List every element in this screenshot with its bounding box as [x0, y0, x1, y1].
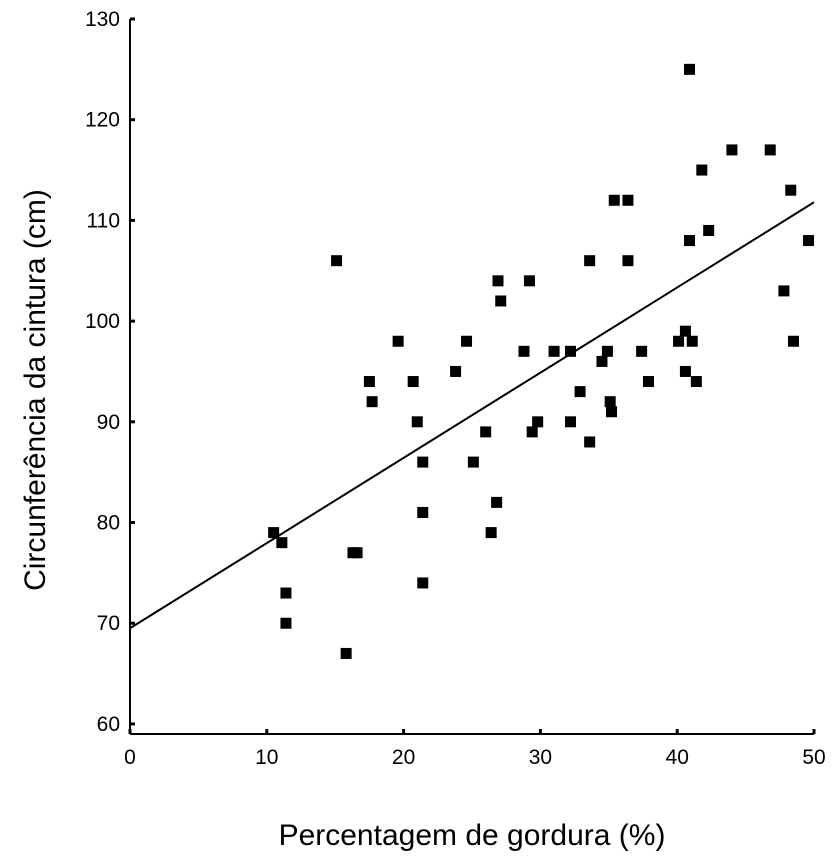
data-point [491, 496, 503, 508]
data-point [778, 285, 790, 297]
data-point [606, 406, 618, 418]
data-point [574, 386, 586, 398]
data-point [548, 345, 560, 357]
y-tick-label: 80 [97, 512, 120, 535]
data-point [764, 144, 776, 156]
data-point [787, 335, 799, 347]
axes-group: 60 70 80 90 100 110 120 130 0 10 20 30 40 50 [85, 8, 826, 769]
points-group [268, 63, 815, 659]
data-point [785, 184, 797, 196]
x-tick-label: 10 [255, 746, 278, 769]
data-point [523, 275, 535, 287]
data-point [407, 376, 419, 388]
data-point [679, 365, 691, 377]
data-point [703, 224, 715, 236]
data-point [495, 295, 507, 307]
data-point [461, 335, 473, 347]
trendline [129, 201, 815, 630]
data-point [564, 345, 576, 357]
data-point [485, 527, 497, 539]
y-axis-label: Circunferência da cintura (cm) [19, 189, 52, 591]
data-point [480, 426, 492, 438]
data-point [532, 416, 544, 428]
data-point [280, 617, 292, 629]
data-point [467, 456, 479, 468]
data-point [622, 255, 634, 267]
x-tick-label: 50 [802, 746, 825, 769]
data-point [608, 194, 620, 206]
y-tick-label: 90 [97, 411, 120, 434]
data-point [363, 376, 375, 388]
data-point [803, 235, 815, 247]
y-tick-label: 100 [85, 310, 120, 333]
x-tick-label: 0 [124, 746, 136, 769]
data-point [366, 396, 378, 408]
data-point [351, 547, 363, 559]
y-tick-label: 110 [87, 209, 120, 232]
data-point [584, 436, 596, 448]
data-point [526, 426, 538, 438]
trendline-group [129, 201, 815, 630]
data-point [417, 506, 429, 518]
data-point [564, 416, 576, 428]
data-point [673, 335, 685, 347]
data-point [690, 376, 702, 388]
x-tick-label: 30 [529, 746, 552, 769]
data-point [417, 577, 429, 589]
data-point [584, 255, 596, 267]
data-point [280, 587, 292, 599]
data-point [392, 335, 404, 347]
data-point [450, 365, 462, 377]
data-point [684, 63, 696, 75]
data-point [268, 527, 280, 539]
x-tick-label: 40 [666, 746, 689, 769]
y-tick-label: 130 [85, 8, 120, 31]
y-tick-label: 70 [97, 612, 120, 635]
y-tick-label: 120 [85, 109, 120, 132]
y-tick-label: 60 [97, 713, 120, 736]
data-point [636, 345, 648, 357]
data-point [622, 194, 634, 206]
x-axis-label: Percentagem de gordura (%) [279, 819, 666, 852]
data-point [492, 275, 504, 287]
data-point [604, 396, 616, 408]
data-point [411, 416, 423, 428]
data-point [276, 537, 288, 549]
data-point [679, 325, 691, 337]
data-point [331, 255, 343, 267]
data-point [601, 345, 613, 357]
x-tick-label: 20 [392, 746, 415, 769]
data-point [686, 335, 698, 347]
data-point [518, 345, 530, 357]
data-point [684, 235, 696, 247]
data-point [726, 144, 738, 156]
data-point [596, 355, 608, 367]
data-point [642, 376, 654, 388]
data-point [340, 647, 352, 659]
data-point [696, 164, 708, 176]
data-point [417, 456, 429, 468]
